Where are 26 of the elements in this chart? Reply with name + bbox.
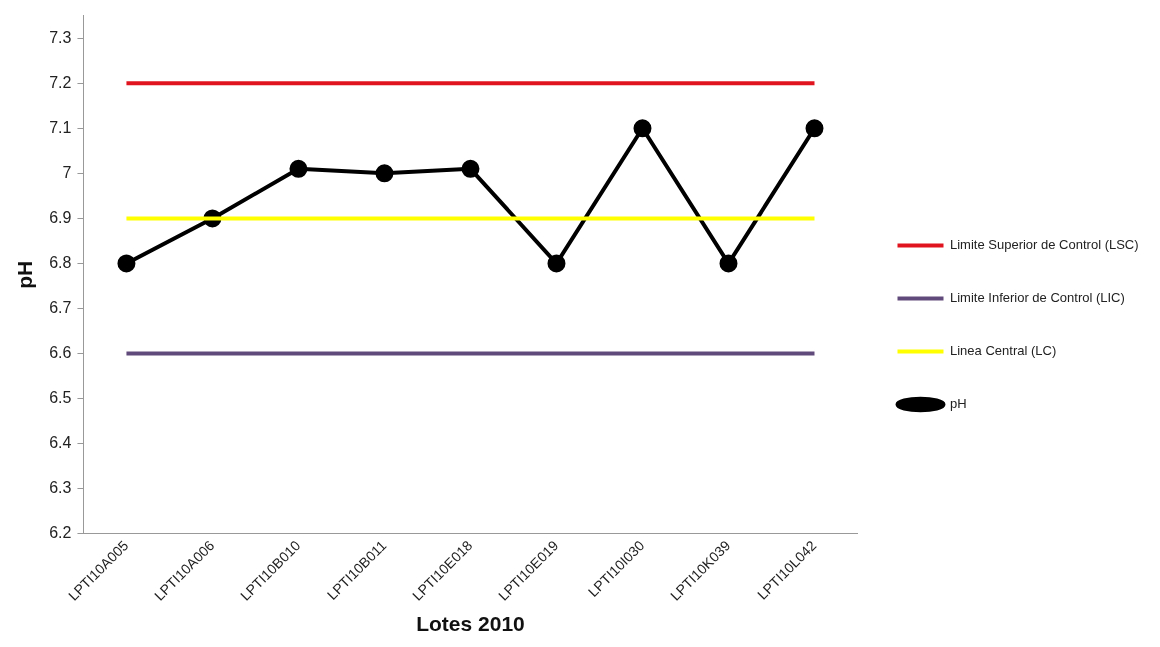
legend-label: pH <box>950 396 967 412</box>
point <box>633 119 652 138</box>
point <box>461 159 480 178</box>
point <box>719 254 738 273</box>
x-axis-title: Lotes 2010 <box>416 612 525 636</box>
y-tick-label: 6.9 <box>49 208 72 226</box>
y-tick-label: 7.1 <box>49 118 72 136</box>
y-tick-label: 6.7 <box>49 298 72 316</box>
y-tick-label: 7.3 <box>49 28 72 46</box>
point <box>547 254 566 273</box>
y-tick-label: 6.2 <box>49 524 72 542</box>
point <box>375 164 394 183</box>
y-tick-label: 7.2 <box>49 73 72 91</box>
y-tick-label: 6.5 <box>49 389 72 407</box>
y-tick-label: 6.3 <box>49 479 72 497</box>
y-tick-label: 6.4 <box>49 434 72 452</box>
legend-label: Limite Superior de Control (LSC) <box>950 237 1139 253</box>
y-tick-label: 6.6 <box>49 344 72 362</box>
point <box>805 119 824 138</box>
legend-label: Limite Inferior de Control (LIC) <box>950 290 1125 306</box>
legend-label: Linea Central (LC) <box>950 343 1057 359</box>
point <box>289 159 308 178</box>
y-tick-label: 6.8 <box>49 253 72 271</box>
point <box>117 254 136 273</box>
y-axis-title: pH <box>13 260 37 289</box>
y-tick-label: 7 <box>62 163 72 181</box>
